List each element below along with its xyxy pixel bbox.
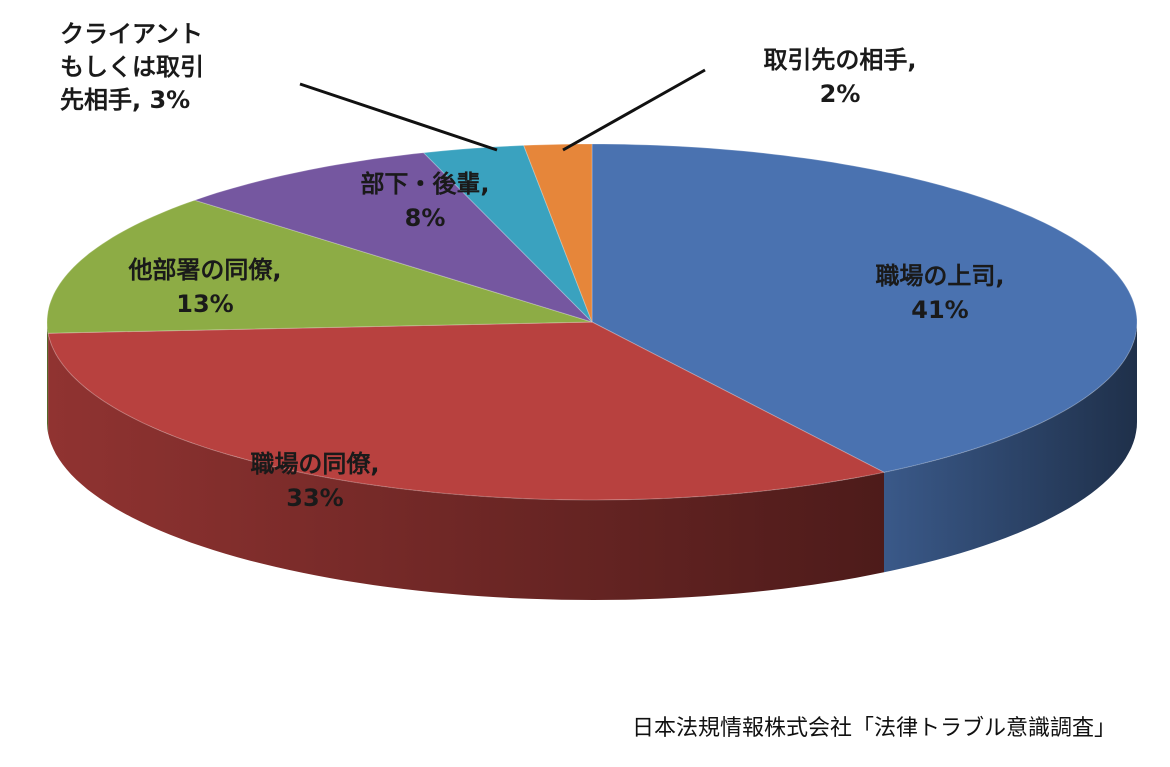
slice-label-line: 2% — [820, 80, 861, 108]
pie-side-walls — [47, 322, 1137, 600]
slice-label-line: 部下・後輩, — [360, 170, 489, 198]
slice-label-line: 職場の同僚, — [250, 450, 379, 478]
pie-slice-6 — [522, 143, 593, 323]
slice-label-line: 41% — [911, 296, 968, 324]
slice-label-line: もしくは取引 — [60, 53, 204, 81]
leader-line-trading-partner — [562, 68, 706, 152]
slice-label-2: 職場の同僚, 33% — [250, 450, 379, 512]
pie-slice-5 — [422, 144, 593, 323]
pie-slice-4 — [193, 152, 593, 323]
slice-label-1: 職場の上司, 41% — [875, 262, 1004, 324]
pie-side-1 — [884, 322, 1137, 573]
source-note: 日本法規情報株式会社「法律トラブル意識調査」 — [631, 716, 1116, 741]
pie-side-2 — [48, 333, 885, 600]
slice-label-line: 取引先の相手, — [763, 46, 916, 74]
slice-label-3: 他部署の同僚, 13% — [127, 256, 281, 318]
pie-slice-2 — [47, 321, 886, 501]
pie-slice-3 — [46, 199, 593, 334]
slice-label-line: 13% — [176, 290, 233, 318]
slice-label-4: 部下・後輩, 8% — [360, 170, 489, 232]
pie-slice-1 — [591, 143, 1138, 473]
slice-label-line: 先相手, 3% — [60, 86, 190, 114]
slice-label-line: 33% — [286, 484, 343, 512]
slice-label-line: クライアント — [60, 20, 203, 48]
slice-label-line: 他部署の同僚, — [127, 256, 281, 284]
slice-label-line: 職場の上司, — [875, 262, 1004, 290]
slice-label-5: クライアントもしくは取引先相手, 3% — [60, 20, 204, 114]
slice-label-6: 取引先の相手, 2% — [763, 46, 916, 108]
slice-label-line: 8% — [405, 204, 446, 232]
pie-side-3 — [47, 322, 49, 434]
leader-line-client — [299, 82, 498, 152]
pie-top — [46, 143, 1138, 501]
